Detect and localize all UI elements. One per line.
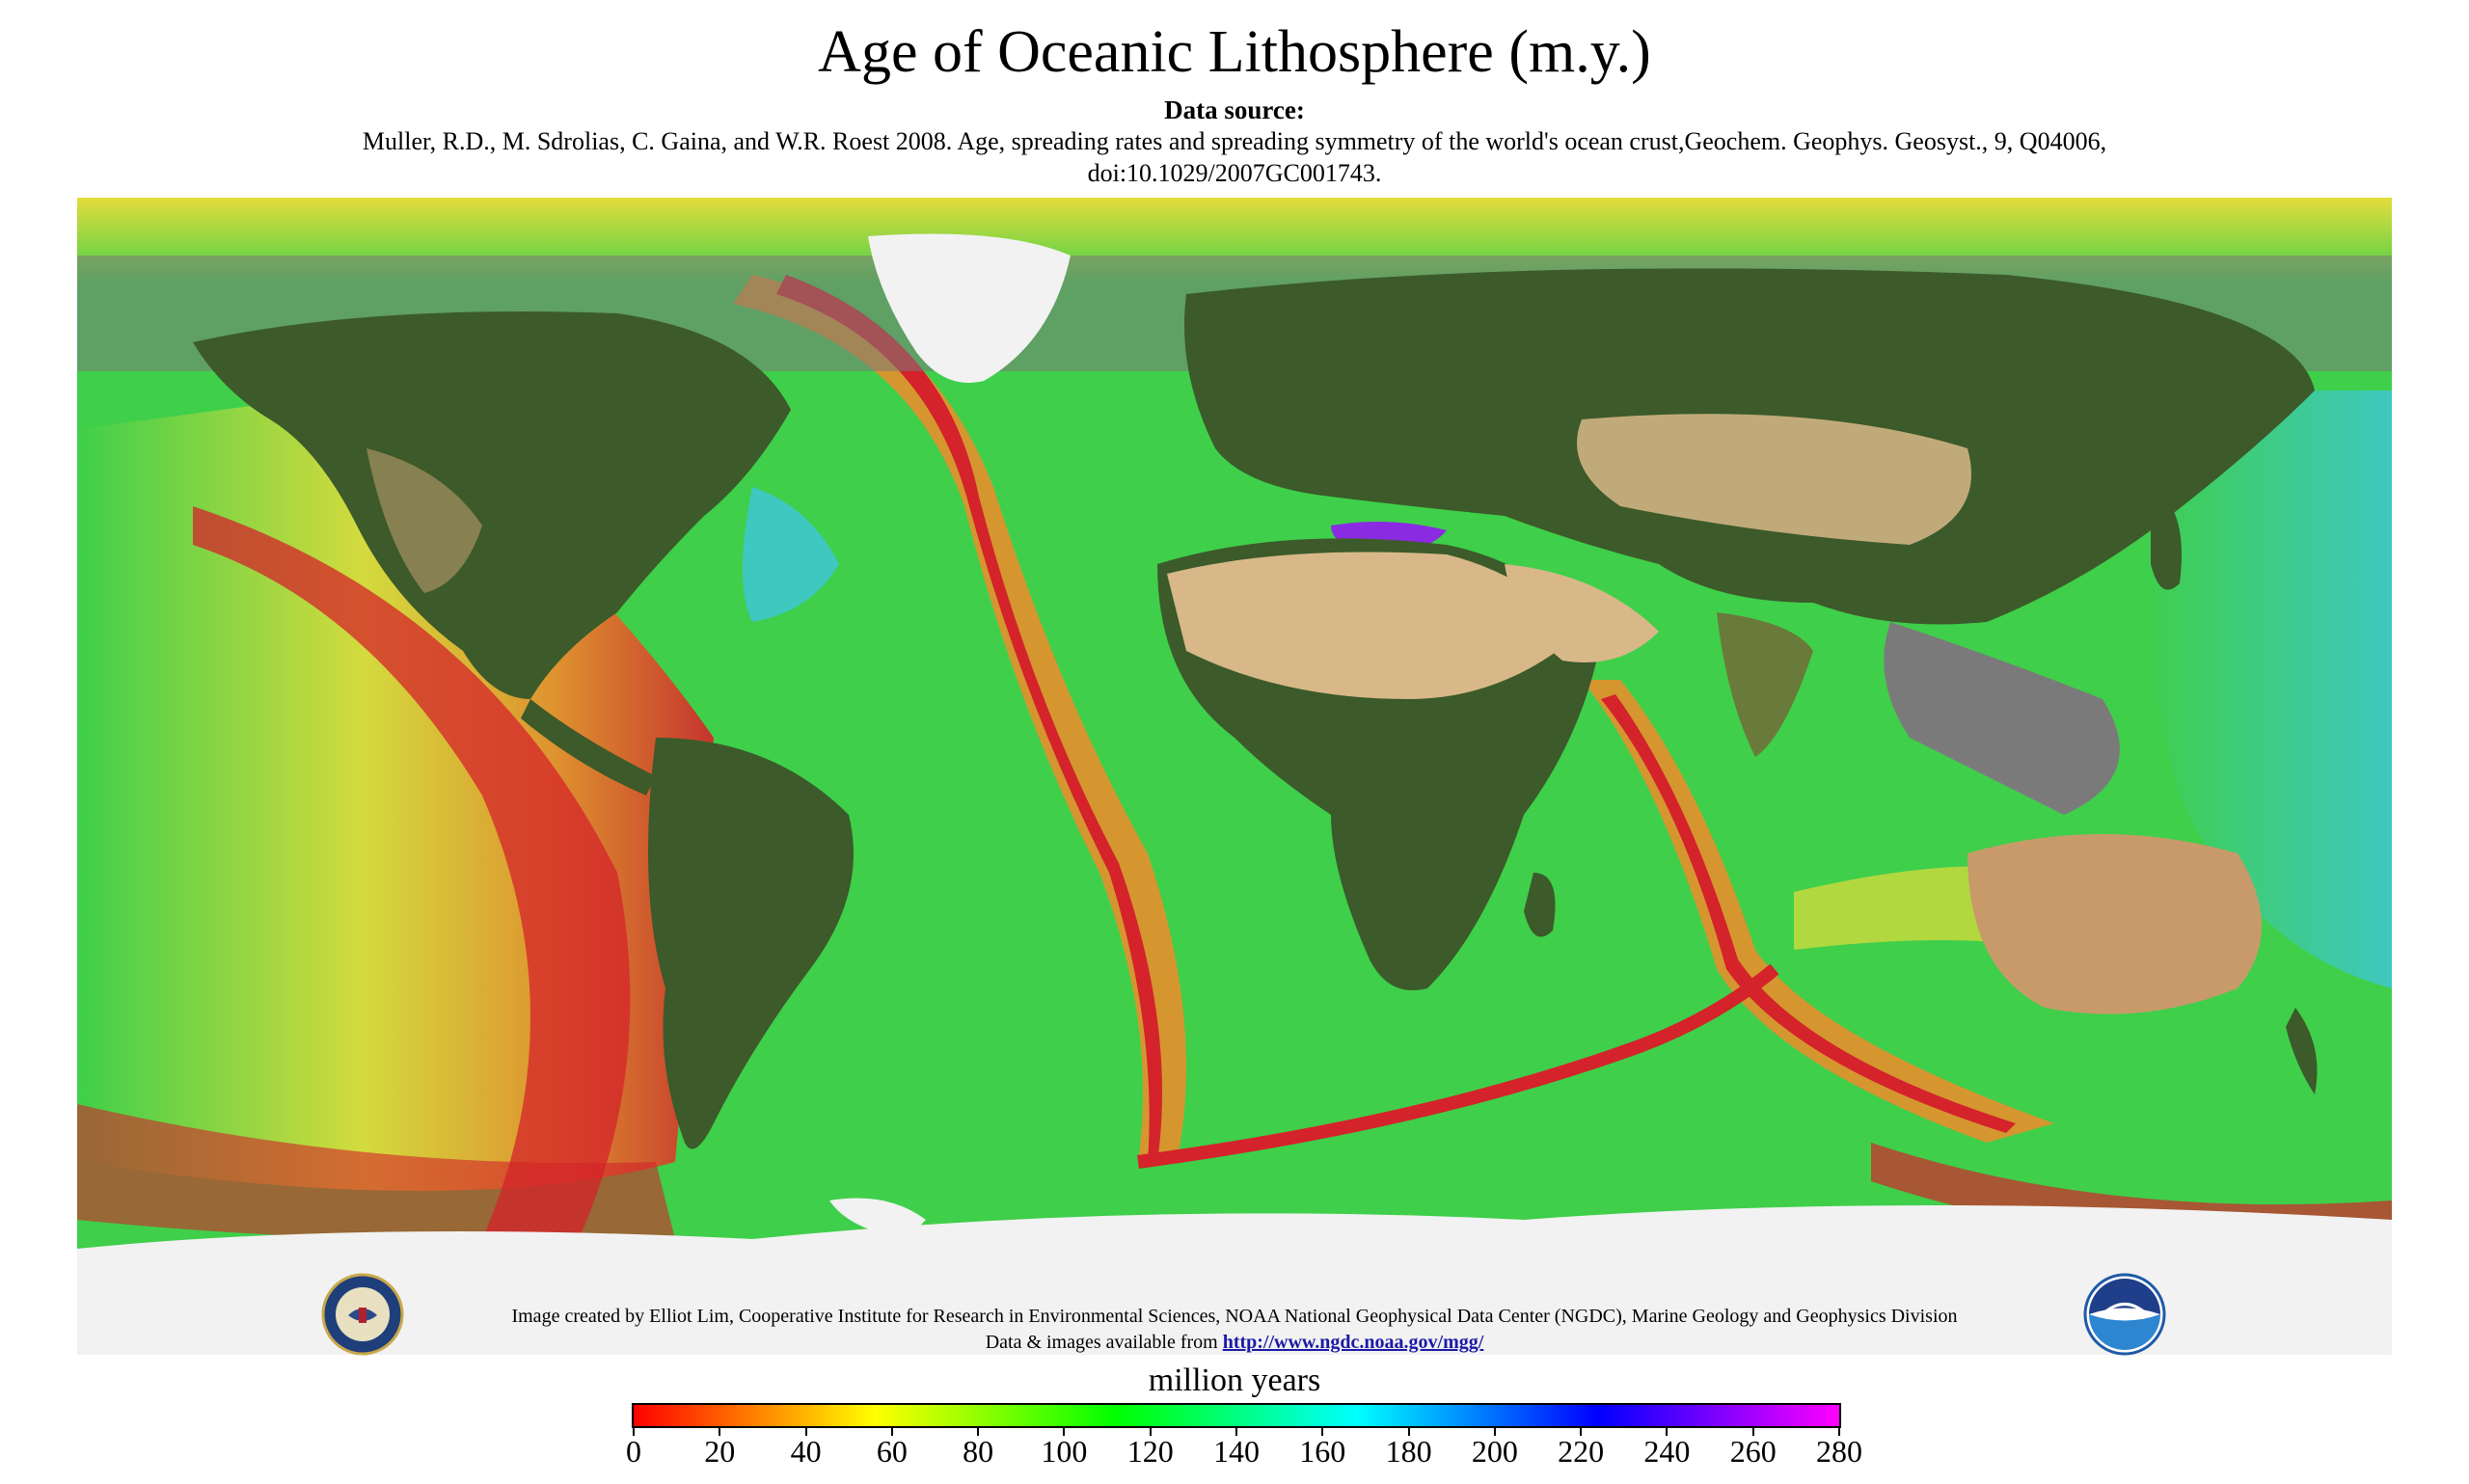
- colorbar-tick-label: 280: [1816, 1434, 1862, 1469]
- south-america: [648, 738, 854, 1149]
- colorbar-ticks: 0 20 40 60 80 100 120 140 160 180 200 220 240 260 280: [626, 1426, 1862, 1484]
- credit-line-2-prefix: Data & images available from: [985, 1332, 1218, 1353]
- colorbar-tick-label: 260: [1729, 1434, 1777, 1469]
- pacific-antarctic-ridge: [77, 1104, 675, 1242]
- colorbar-tick: [1493, 1426, 1496, 1436]
- western-north-america-arid: [366, 448, 482, 593]
- colorbar-tick: [719, 1426, 721, 1436]
- colorbar-tick-label: 220: [1558, 1434, 1605, 1469]
- antarctica: [77, 1205, 2392, 1355]
- colorbar-tick: [977, 1426, 980, 1436]
- colorbar-tick-label: 140: [1213, 1434, 1260, 1469]
- colorbar-tick: [890, 1426, 893, 1436]
- colorbar-tick: [1666, 1426, 1669, 1436]
- southwest-indian-ridge: [1137, 963, 1779, 1169]
- sunda-shelf: [1884, 622, 2120, 815]
- colorbar-tick-label: 160: [1299, 1434, 1346, 1469]
- colorbar-tick-label: 60: [876, 1434, 908, 1469]
- colorbar-tick: [1838, 1426, 1840, 1436]
- central-america: [521, 699, 656, 796]
- australia: [1967, 834, 2262, 1014]
- north-america: [193, 311, 791, 699]
- central-asia-desert: [1577, 414, 1971, 545]
- colorbar-tick-label: 200: [1471, 1434, 1518, 1469]
- colorbar-label: million years: [1148, 1363, 1321, 1398]
- colorbar-tick: [1580, 1426, 1583, 1436]
- citation: Muller, R.D., M. Sdrolias, C. Gaina, and…: [154, 125, 2315, 189]
- colorbar-tick-label: 20: [704, 1434, 736, 1469]
- colorbar-tick: [1751, 1426, 1754, 1436]
- citation-line-1: Muller, R.D., M. Sdrolias, C. Gaina, and…: [362, 127, 2107, 155]
- citation-line-2: doi:10.1029/2007GC001743.: [1087, 159, 1382, 187]
- ngdc-link[interactable]: http://www.ngdc.noaa.gov/mgg/: [1222, 1332, 1484, 1353]
- india: [1717, 612, 1813, 757]
- sahara-desert: [1167, 552, 1582, 699]
- colorbar-tick: [1149, 1426, 1152, 1436]
- central-indian-ridge: [1601, 694, 2016, 1133]
- madagascar: [1524, 873, 1556, 937]
- colorbar-tick: [1407, 1426, 1410, 1436]
- credit-line-2: Data & images available from http://www.…: [366, 1330, 2103, 1356]
- noaa-logo-icon: NOAA: [2083, 1273, 2166, 1356]
- credit-line-1: Image created by Elliot Lim, Cooperative…: [511, 1306, 1958, 1327]
- colorbar-tick: [633, 1426, 635, 1436]
- greenland: [868, 233, 1071, 383]
- map-title: Age of Oceanic Lithosphere (m.y.): [818, 19, 1651, 85]
- data-source-heading: Data source:: [1164, 95, 1305, 124]
- colorbar-tick-label: 40: [790, 1434, 822, 1469]
- colorbar-tick-label: 80: [963, 1434, 994, 1469]
- colorbar-tick: [804, 1426, 807, 1436]
- colorbar-tick-label: 100: [1041, 1434, 1088, 1469]
- colorbar-tick-label: 120: [1126, 1434, 1174, 1469]
- colorbar-tick: [1063, 1426, 1066, 1436]
- antarctic-peninsula: [829, 1198, 926, 1239]
- colorbar-tick-label: 0: [626, 1434, 641, 1469]
- new-zealand: [2286, 1008, 2318, 1094]
- image-credit: Image created by Elliot Lim, Cooperative…: [366, 1304, 2103, 1356]
- japan: [2151, 487, 2182, 590]
- colorbar-tick: [1235, 1426, 1237, 1436]
- colorbar-tick: [1321, 1426, 1324, 1436]
- west-pacific-plate: [2141, 391, 2392, 988]
- colorbar-tick-label: 180: [1385, 1434, 1432, 1469]
- colorbar: [632, 1403, 1841, 1428]
- colorbar-tick-label: 240: [1643, 1434, 1691, 1469]
- northwest-atlantic-old-crust: [743, 487, 839, 622]
- world-map: [77, 198, 2392, 1355]
- noaa-logo-text: NOAA: [2104, 1307, 2144, 1322]
- department-of-commerce-seal-icon: [321, 1273, 404, 1356]
- arabian-peninsula: [1505, 564, 1659, 662]
